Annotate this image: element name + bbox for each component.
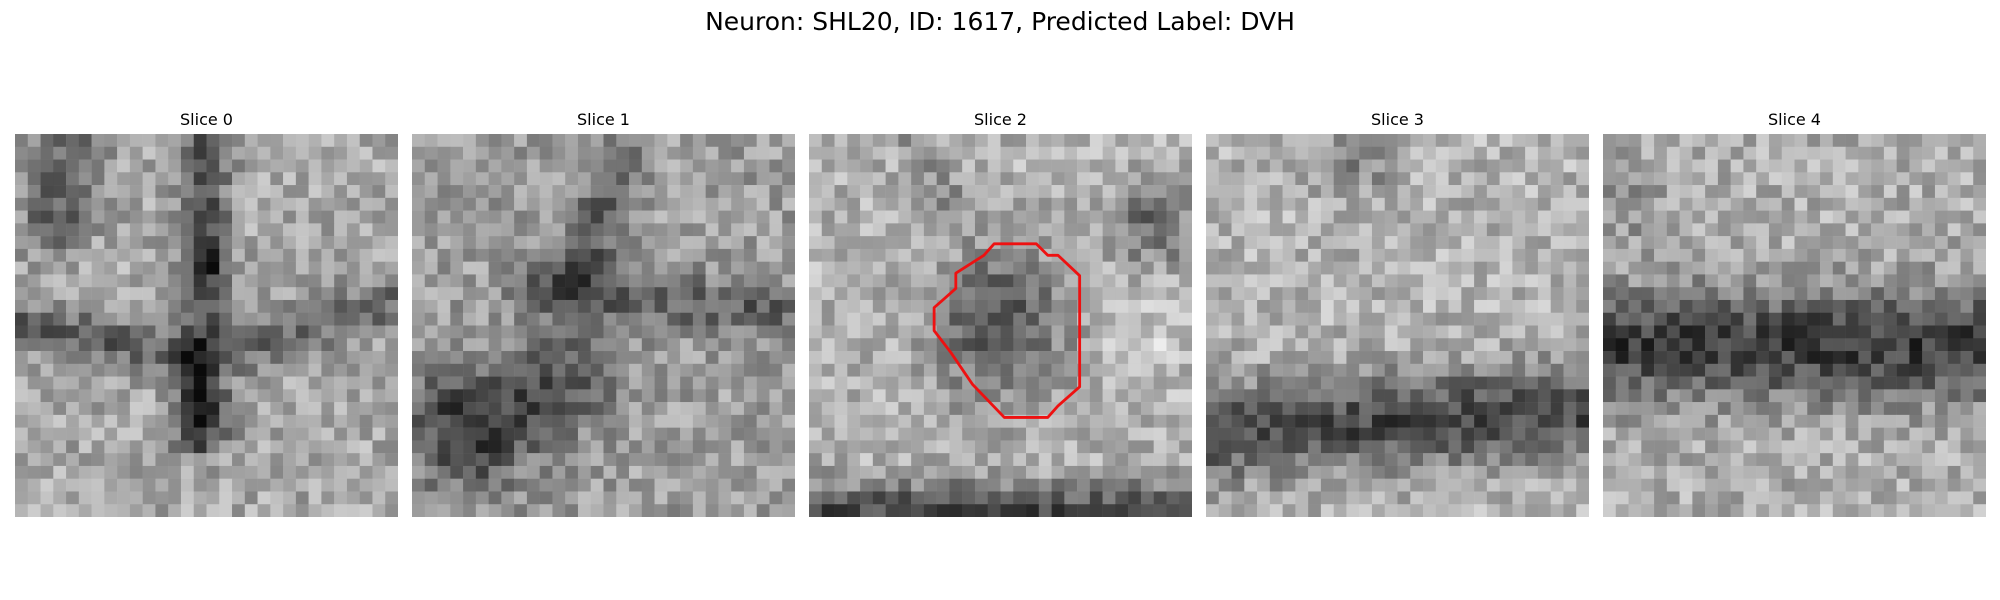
- slice-image-2: [809, 134, 1192, 517]
- slice-panel-3: Slice 3: [1206, 108, 1589, 518]
- slice-title-0: Slice 0: [180, 110, 233, 129]
- slice-title-2: Slice 2: [974, 110, 1027, 129]
- slice-title-1: Slice 1: [577, 110, 630, 129]
- slice-panel-2: Slice 2: [809, 108, 1192, 518]
- slice-image-0: [15, 134, 398, 517]
- roi-contour: [932, 242, 1082, 419]
- slice-image-4: [1603, 134, 1986, 517]
- slice-panel-4: Slice 4: [1603, 108, 1986, 518]
- slice-image-1: [412, 134, 795, 517]
- slice-title-3: Slice 3: [1371, 110, 1424, 129]
- figure-title: Neuron: SHL20, ID: 1617, Predicted Label…: [705, 7, 1295, 36]
- slice-image-3: [1206, 134, 1589, 517]
- slice-panel-0: Slice 0: [15, 108, 398, 518]
- slice-title-4: Slice 4: [1768, 110, 1821, 129]
- slice-panel-1: Slice 1: [412, 108, 795, 518]
